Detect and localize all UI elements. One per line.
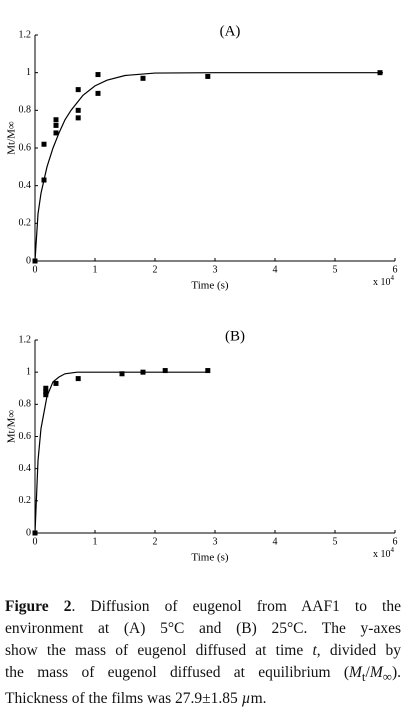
caption-line: the mass of eugenol diffused at equilibr… xyxy=(5,662,401,688)
y-tick-label: 0 xyxy=(26,527,31,538)
caption-text: the mass of eugenol diffused at equilibr… xyxy=(5,664,349,681)
x-tick-label: 2 xyxy=(153,536,158,547)
caption-text: t xyxy=(361,669,366,685)
x-tick-label: 1 xyxy=(93,264,98,275)
caption-text: µ xyxy=(241,690,251,708)
caption-text: . Diffusion of eugenol from AAF1 to the xyxy=(71,598,401,615)
caption-text: m. xyxy=(250,690,267,708)
data-point xyxy=(53,130,59,136)
y-tick-label: 0 xyxy=(26,255,31,266)
data-point xyxy=(53,380,59,386)
y-tick-label: 1.2 xyxy=(19,29,32,40)
caption-text: M xyxy=(369,664,383,681)
x-tick-label: 4 xyxy=(273,536,278,547)
chart-title: (A) xyxy=(220,23,241,39)
data-point xyxy=(43,388,49,394)
chart-title: (B) xyxy=(225,328,245,344)
x-tick-label: 5 xyxy=(333,264,338,275)
data-point xyxy=(205,73,211,79)
x-tick-label: 6 xyxy=(393,536,398,547)
y-tick-label: 1 xyxy=(26,67,31,78)
caption-line: Thickness of the films was 27.9±1.85 µm. xyxy=(5,688,401,710)
x-multiplier-exponent: 4 xyxy=(391,274,395,282)
data-point xyxy=(205,368,211,374)
x-tick-label: 1 xyxy=(93,536,98,547)
data-point xyxy=(162,368,168,374)
caption-line: Figure 2. Diffusion of eugenol from AAF1… xyxy=(5,596,401,618)
x-tick-label: 0 xyxy=(33,264,38,275)
caption-text: t xyxy=(312,642,317,659)
x-tick-label: 5 xyxy=(333,536,338,547)
data-point xyxy=(75,107,81,113)
x-multiplier-exponent: 4 xyxy=(391,546,395,554)
y-tick-label: 0.4 xyxy=(19,463,32,474)
caption-text: show the mass of eugenol diffused at tim… xyxy=(5,642,313,659)
figure-label: Figure 2 xyxy=(5,598,72,615)
y-tick-label: 0.4 xyxy=(19,180,32,191)
data-point xyxy=(43,392,49,398)
caption-text: / xyxy=(365,664,370,681)
data-point xyxy=(53,117,59,123)
x-multiplier-base: x 10 xyxy=(373,277,391,288)
x-multiplier: x 104 xyxy=(373,274,395,289)
y-tick-label: 1 xyxy=(26,366,31,377)
x-tick-label: 4 xyxy=(273,264,278,275)
x-multiplier: x 104 xyxy=(373,546,395,561)
data-point xyxy=(43,385,49,391)
fit-curve xyxy=(34,371,209,534)
x-tick-label: 0 xyxy=(33,536,38,547)
y-tick-label: 0.8 xyxy=(19,399,32,410)
y-axis-label: Mt/M∞ xyxy=(6,121,18,155)
y-tick-label: 0.8 xyxy=(19,105,32,116)
y-axis-label: Mt/M∞ xyxy=(6,410,18,444)
x-multiplier-base: x 10 xyxy=(373,549,391,560)
y-tick-label: 0.6 xyxy=(19,431,32,442)
caption-text: Thickness of the films was 27.9±1.85 xyxy=(5,690,242,708)
caption-text: M xyxy=(349,664,362,681)
y-tick-label: 0.6 xyxy=(19,142,32,153)
y-tick-label: 0.2 xyxy=(19,218,32,229)
caption: Figure 2. Diffusion of eugenol from AAF1… xyxy=(5,596,401,710)
caption-line: show the mass of eugenol diffused at tim… xyxy=(5,640,401,662)
x-tick-label: 6 xyxy=(393,264,398,275)
caption-line: environment at (A) 5°C and (B) 25°C. The… xyxy=(5,618,401,640)
data-point xyxy=(41,141,47,147)
data-point xyxy=(119,371,125,377)
caption-text: ∞ xyxy=(382,669,392,685)
fit-curve xyxy=(34,72,383,262)
x-axis-label: Time (s) xyxy=(191,552,229,564)
x-axis-label: Time (s) xyxy=(191,280,229,292)
data-point xyxy=(75,376,81,382)
caption-text: environment at (A) 5°C and (B) 25°C. The… xyxy=(5,620,401,637)
data-point xyxy=(53,122,59,128)
x-tick-label: 2 xyxy=(153,264,158,275)
data-point xyxy=(75,115,81,121)
x-tick-label: 3 xyxy=(213,536,218,547)
data-point xyxy=(95,90,101,96)
data-point xyxy=(95,72,101,78)
y-tick-label: 0.2 xyxy=(19,495,32,506)
data-point xyxy=(75,87,81,93)
x-tick-label: 3 xyxy=(213,264,218,275)
figure: 0 0.2 0.4 0.6 0.8 1 1.2 0 1 2 3 4 5 6 (A) Time (s) Mt/M∞… xyxy=(6,23,398,564)
caption-text: ). xyxy=(391,664,401,681)
y-tick-label: 1.2 xyxy=(19,334,32,345)
caption-text: , divided by xyxy=(316,642,402,659)
data-point xyxy=(140,75,146,81)
